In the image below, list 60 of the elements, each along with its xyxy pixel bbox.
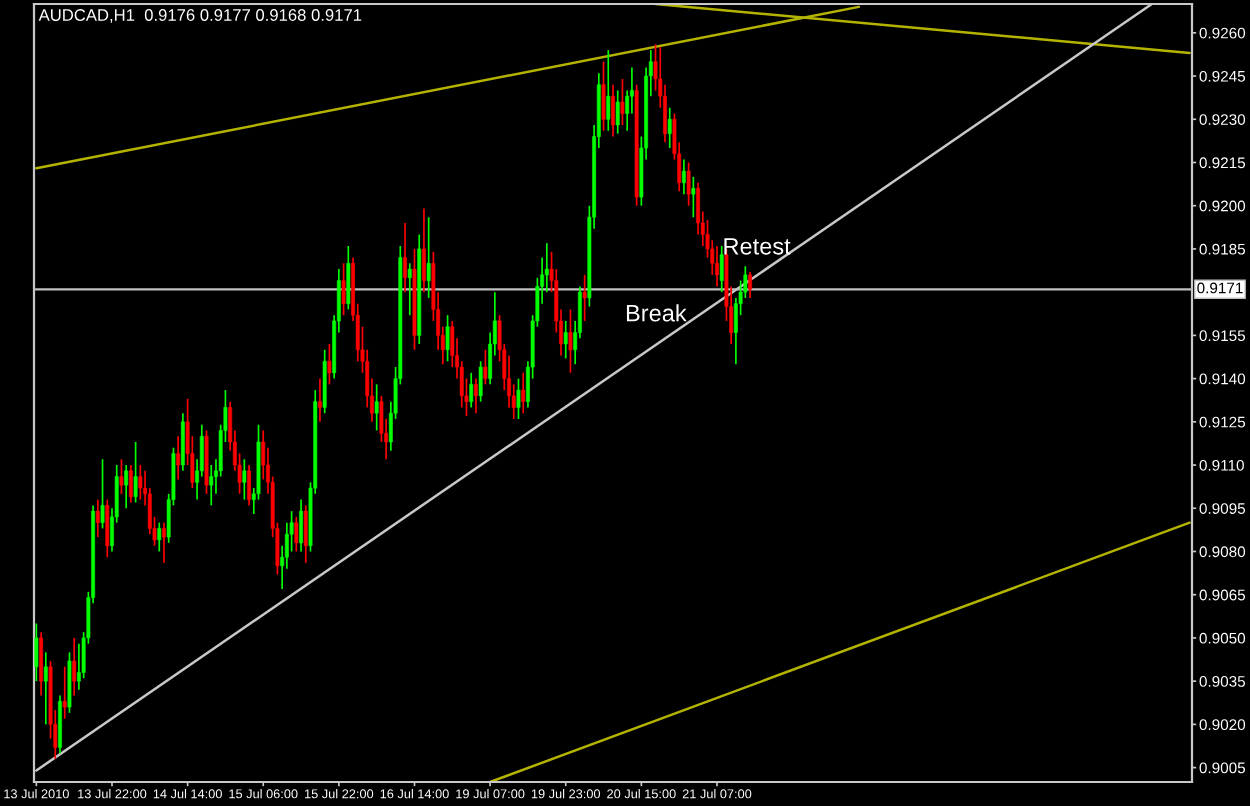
candlestick (133, 441, 138, 504)
candlestick (299, 498, 303, 553)
candlestick (615, 89, 620, 135)
candlestick (686, 161, 691, 207)
candlestick (39, 631, 44, 697)
candlestick (521, 371, 526, 415)
candlestick (568, 308, 573, 374)
candlestick (327, 343, 332, 386)
candlestick (162, 521, 166, 564)
candlestick (128, 464, 133, 504)
candlestick (620, 78, 625, 126)
candlestick (611, 83, 615, 138)
candlestick (124, 464, 129, 510)
candlestick (157, 521, 162, 553)
candlestick (748, 271, 752, 299)
candlestick (318, 377, 322, 423)
candlestick (247, 464, 251, 507)
candlestick (95, 498, 100, 538)
candlestick (403, 222, 407, 293)
candlestick (67, 651, 72, 714)
candlestick (478, 360, 483, 403)
candlestick (691, 176, 696, 219)
candlestick (445, 314, 450, 363)
annotation: Retest (724, 238, 791, 255)
candlestick (582, 274, 587, 322)
candlestick (100, 458, 105, 530)
candlestick (62, 665, 67, 720)
candlestick (601, 60, 606, 132)
candlestick (681, 158, 686, 196)
annotation: Break (626, 304, 687, 322)
candlestick (209, 464, 214, 507)
candlestick (119, 458, 124, 495)
candlestick (715, 245, 719, 288)
candlestick (58, 694, 62, 755)
candlestick (606, 49, 611, 132)
candlestick (426, 216, 431, 299)
candlestick (72, 637, 77, 697)
candlestick (374, 383, 379, 432)
candlestick (294, 516, 299, 553)
candlestick (516, 377, 521, 420)
candlestick (34, 622, 39, 682)
candlestick (346, 245, 351, 311)
candlestick (341, 262, 346, 317)
candlestick (138, 464, 143, 501)
candlestick (483, 348, 488, 386)
candlestick (719, 245, 724, 293)
candlestick (180, 412, 185, 472)
candlestick (303, 504, 308, 564)
candlestick (667, 106, 672, 149)
candlestick (422, 207, 426, 293)
candlestick (43, 651, 48, 726)
candlestick (176, 435, 181, 481)
candlestick (322, 348, 327, 415)
candlestick (242, 458, 247, 501)
candlestick (474, 377, 478, 415)
candlestick (407, 262, 412, 317)
candlestick (469, 371, 474, 409)
candlestick (563, 320, 568, 360)
chart-title: AUDCAD,H1 0.9176 0.9177 0.9168 0.9171 (38, 9, 362, 23)
candlestick (105, 498, 110, 559)
